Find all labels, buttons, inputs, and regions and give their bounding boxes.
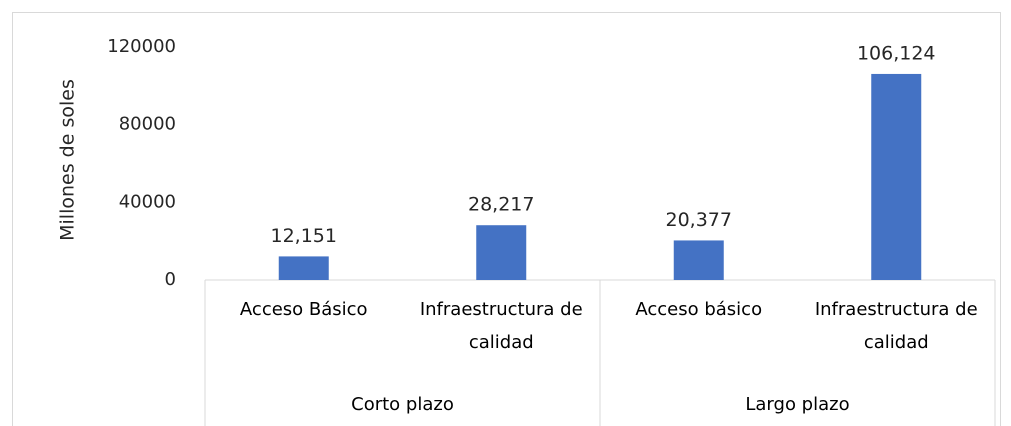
y-axis-title: Millones de soles — [57, 79, 79, 241]
x-tick-label: Acceso Básico — [239, 299, 368, 320]
bar — [871, 73, 922, 280]
bar — [476, 225, 527, 280]
x-tick-label: Infraestructura de calidad — [419, 299, 583, 353]
group-label: Largo plazo — [745, 394, 850, 415]
value-label: 12,151 — [271, 225, 337, 247]
group-label: Corto plazo — [351, 394, 454, 415]
value-label: 106,124 — [857, 42, 936, 64]
y-tick-label: 80000 — [119, 114, 176, 135]
x-tick-label: Acceso básico — [635, 299, 763, 320]
value-label: 28,217 — [468, 194, 534, 216]
bar — [278, 256, 329, 280]
x-tick-label: Infraestructura de calidad — [814, 299, 978, 353]
y-tick-label: 40000 — [119, 191, 176, 212]
y-tick-label: 0 — [165, 269, 176, 290]
bar — [673, 240, 724, 280]
y-tick-label: 120000 — [107, 36, 176, 57]
chart-border — [12, 12, 1001, 426]
value-label: 20,377 — [666, 209, 732, 231]
